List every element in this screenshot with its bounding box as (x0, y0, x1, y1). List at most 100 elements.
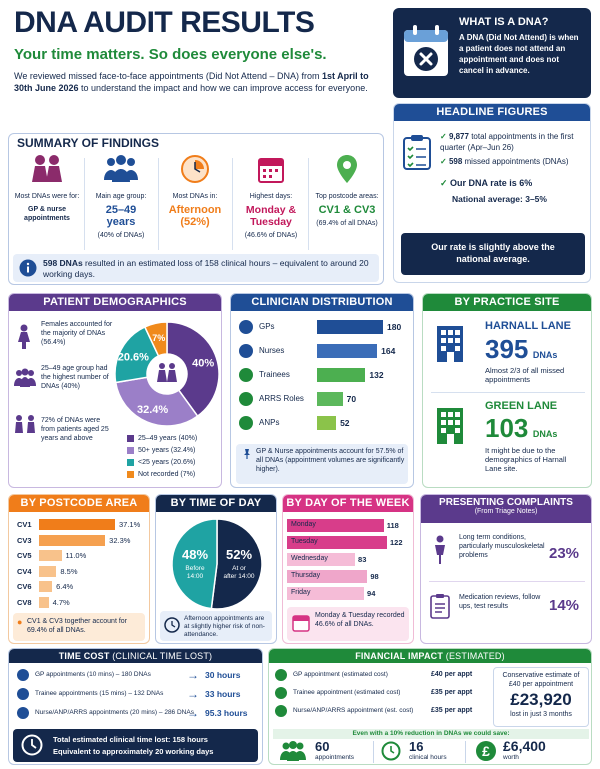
clinician-icon (239, 392, 253, 406)
day-label: Monday (291, 521, 316, 528)
pound-coin-icon: £ (476, 741, 496, 761)
calendar-x-icon (401, 22, 451, 80)
headline-national: National average: 3–5% (452, 194, 547, 204)
dayofweek-card: BY DAY OF THE WEEK Monday & Tuesday reco… (282, 494, 414, 644)
pie-slice-label: 20.6% (118, 351, 149, 363)
clock-white-icon (21, 734, 43, 756)
summary-card: SUMMARY OF FINDINGS Most DNAs were for: … (8, 133, 384, 285)
day-bar (287, 570, 368, 583)
what-is-text: A DNA (Did Not Attend) is when a patient… (459, 33, 579, 75)
headline-item-2: ✓ 598 missed appointments (DNAs) (440, 157, 569, 166)
complaint-1-pct: 23% (549, 545, 580, 562)
clinician-icon (239, 368, 253, 382)
day-label: Tuesday (291, 538, 318, 545)
clinician-value: 180 (387, 322, 402, 332)
financial-label: GP appointment (estimated cost) (293, 671, 388, 678)
dayofweek-title: BY DAY OF THE WEEK (283, 495, 413, 512)
site1-name: HARNALL LANE (485, 320, 571, 332)
practice-card: BY PRACTICE SITE HARNALL LANE 395 DNAs A… (422, 293, 592, 488)
clinician-label: Trainees (259, 370, 290, 379)
complaint-2-text: Medication reviews, follow ups, test res… (459, 594, 541, 610)
clinician-card: CLINICIAN DISTRIBUTION GP & Nurse appoin… (230, 293, 414, 488)
day-bar (287, 587, 365, 600)
pound-icon (275, 669, 287, 681)
postcode-bar (39, 519, 115, 530)
demo-fact-2: 25–49 age group had the highest number o… (41, 365, 109, 390)
timecost-label: GP appointments (10 mins) – 180 DNAs (35, 671, 151, 678)
clinician-label: ARRS Roles (259, 394, 304, 403)
day-label: Thursday (291, 572, 321, 579)
headline-item-3: ✓ Our DNA rate is 6% (440, 178, 533, 188)
postcode-label: CV3 (17, 535, 32, 545)
pie-slice (114, 325, 160, 384)
legend-item: 50+ years (32.4%) (127, 444, 197, 456)
clinician-icon (239, 344, 253, 358)
day-value: 118 (386, 521, 399, 530)
site1-value: 395 DNAs (485, 334, 558, 364)
complaints-subtitle: (From Triage Notes) (474, 508, 538, 515)
building-icon (433, 324, 467, 364)
clinician-small-icon (17, 688, 29, 700)
clinician-bar (317, 368, 366, 382)
headline-note: Our rate is slightly above the national … (401, 233, 585, 275)
legend-swatch (127, 470, 134, 478)
day-value: 98 (370, 572, 379, 581)
summary-title: SUMMARY OF FINDINGS (17, 136, 160, 150)
summary-item-age: Main age group: 25–49 years (40% of DNAs… (87, 154, 155, 240)
day-value: 83 (358, 555, 367, 564)
clinician-icon (239, 320, 253, 334)
financial-card: FINANCIAL IMPACT (ESTIMATED) Conservativ… (268, 648, 592, 765)
clock-green-icon (381, 741, 401, 761)
postcode-value: 37.1% (119, 520, 141, 529)
what-is-title: WHAT IS A DNA? (459, 16, 549, 28)
legend-swatch (127, 458, 134, 466)
demo-fact-1: Females accounted for the majority of DN… (41, 321, 113, 346)
time-slice-label: 14:00 (187, 573, 204, 580)
arrow-right-icon: → (187, 668, 199, 682)
info-icon (19, 259, 37, 277)
day-label: Wednesday (291, 555, 328, 562)
legend-swatch (127, 434, 134, 442)
clinician-value: 70 (346, 394, 357, 404)
demographics-card: PATIENT DEMOGRAPHICS Females accounted f… (8, 293, 222, 488)
postcode-value: 8.5% (60, 566, 78, 576)
practice-title: BY PRACTICE SITE (423, 294, 591, 311)
pie-slice-label: 32.4% (137, 404, 168, 416)
pie-slice-label: 40% (192, 357, 214, 369)
timeofday-note: Afternoon appointments are at slightly h… (160, 611, 272, 641)
legend-item: 25–49 years (40%) (127, 432, 197, 444)
clinician-title: CLINICIAN DISTRIBUTION (231, 294, 413, 311)
summary-item-afternoon: Most DNAs in: Afternoon (52%) (161, 154, 229, 228)
what-is-dna-panel: WHAT IS A DNA? A DNA (Did Not Attend) is… (393, 8, 591, 98)
timecost-total: Total estimated clinical time lost: 158 … (13, 729, 258, 762)
legend-item: <25 years (20.6%) (127, 456, 197, 468)
pin-icon (244, 449, 250, 459)
financial-label: Nurse/ANP/ARRS appointment (est. cost) (293, 707, 414, 714)
clinician-value: 52 (340, 418, 350, 428)
pound-icon (275, 705, 287, 717)
estimate-box: Conservative estimate of £40 per appoint… (493, 667, 589, 727)
postcode-label: CV6 (17, 582, 32, 591)
dayofweek-note: Monday & Tuesday recorded 46.6% of all D… (287, 607, 409, 641)
clinician-label: GPs (259, 322, 275, 331)
demographics-title: PATIENT DEMOGRAPHICS (9, 294, 221, 311)
time-slice (210, 518, 263, 610)
clinician-value: 132 (369, 370, 384, 380)
postcode-card: BY POSTCODE AREA ● CV1 & CV3 together ac… (8, 494, 150, 644)
complaint-2-pct: 14% (549, 597, 580, 614)
postcode-label: CV8 (17, 597, 32, 607)
site1-note: Almost 2/3 of all missed appointments (485, 366, 565, 384)
group-age-icon (13, 368, 37, 388)
age-pie-chart: 40% 32.4% 20.6%7% (114, 321, 220, 427)
headline-figures-card: HEADLINE FIGURES ✓ 9,877 total appointme… (393, 103, 591, 283)
clinician-small-icon (17, 707, 29, 719)
clinician-bar (317, 392, 343, 406)
postcode-label: CV4 (17, 566, 32, 576)
postcode-value: 11.0% (65, 551, 87, 560)
patient-icon (431, 535, 449, 565)
headline-title: HEADLINE FIGURES (394, 104, 590, 121)
clinician-bar (317, 416, 337, 430)
pie-slice (143, 321, 168, 357)
summary-item-days: Highest days: Monday & Tuesday (46.6% of… (235, 154, 307, 240)
